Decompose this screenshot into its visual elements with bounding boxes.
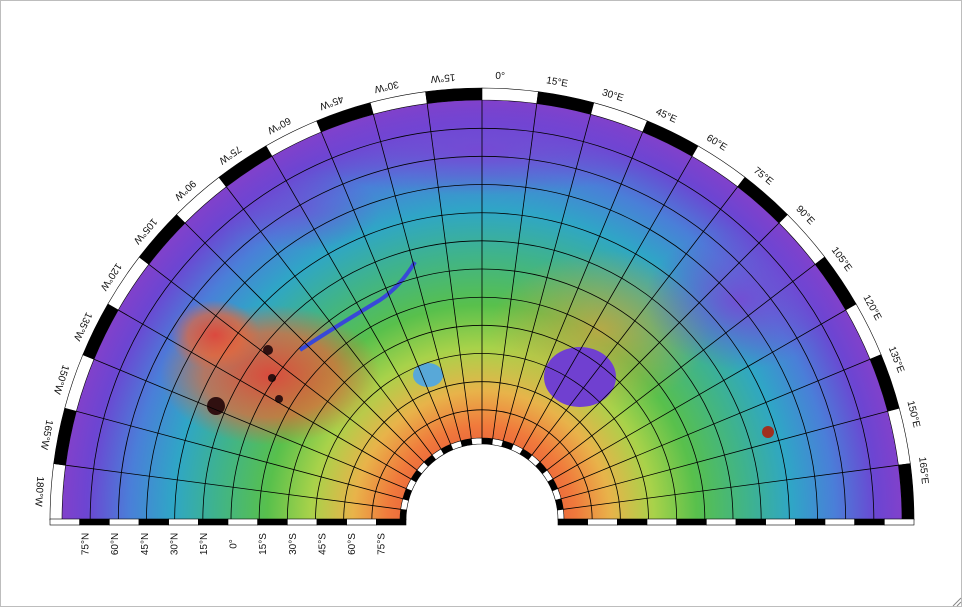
border-segment [346,518,377,526]
border-segment [49,518,80,526]
border-segment [138,518,169,526]
border-segment [287,518,318,526]
border-segment [646,518,677,526]
parallel-arc [117,155,847,521]
parallel-arc [89,127,875,521]
border-segment [109,518,140,526]
latitude-label: 75°N [81,533,92,555]
parallel-arc [315,353,649,521]
border-segment [587,518,618,526]
border-segment [227,518,258,526]
longitude-label: 60°E [704,133,729,154]
border-segment [765,518,796,526]
volcano-icon [207,397,225,415]
border-segment [884,518,915,526]
map-border [49,87,915,526]
longitude-label: 15°W [430,71,456,84]
border-segment [257,518,288,526]
latitude-label: 30°N [169,533,180,555]
parallel-arc [230,268,734,521]
border-segment [854,518,885,526]
parallel-arc [371,409,593,521]
border-segment [676,518,707,526]
border-segment [399,508,407,521]
longitude-label: 60°W [265,114,292,135]
longitude-label: 150°W [51,363,71,396]
latitude-label: 60°N [110,533,121,555]
border-segment [470,437,483,445]
border-segment [557,508,565,521]
parallel-arc [286,325,678,521]
border-segment [706,518,737,526]
longitude-label: 75°E [751,165,775,188]
border-segment [795,518,826,526]
longitude-label: 165°E [916,456,930,485]
longitude-label: 15°E [545,75,569,90]
border-segment [481,437,494,445]
longitude-label: 180°W [32,476,45,507]
parallel-arc [202,240,762,521]
border-segment [557,518,588,526]
border-segment [617,518,648,526]
longitude-label: 45°W [317,93,344,112]
border-segment [316,518,347,526]
parallel-arc [343,381,621,521]
latitude-label: 75°S [377,533,388,555]
latitude-label: 15°N [199,533,210,555]
latitude-label: 45°N [140,533,151,555]
resize-grip-icon[interactable] [950,595,962,607]
longitude-label: 30°W [373,78,400,94]
canyon-icon [298,260,417,352]
basin-icon [544,347,616,407]
longitude-label: 30°E [601,87,625,104]
parallel-arc [146,184,818,521]
longitude-label: 165°W [38,419,55,451]
border-segment [376,518,407,526]
latitude-label: 15°S [258,533,269,555]
longitude-label: 45°E [654,107,679,126]
latitude-label: 30°S [288,533,299,555]
longitude-label: 150°E [904,400,921,430]
latitude-label: 45°S [317,533,328,555]
latitude-label: 0° [229,539,240,549]
latitude-label: 60°S [347,533,358,555]
parallel-arc [174,212,790,521]
border-segment [824,518,855,526]
border-segment [168,518,199,526]
parallel-arc [258,296,706,521]
border-segment [198,518,229,526]
latitude-labels: 75°N 60°N 45°N 30°N 15°N 0° 15°S 30°S 45°S 60°S 75… [81,533,388,555]
border-segment [79,518,110,526]
longitude-label: 0° [495,71,505,82]
longitude-label: 135°E [886,345,906,375]
border-segment [735,518,766,526]
